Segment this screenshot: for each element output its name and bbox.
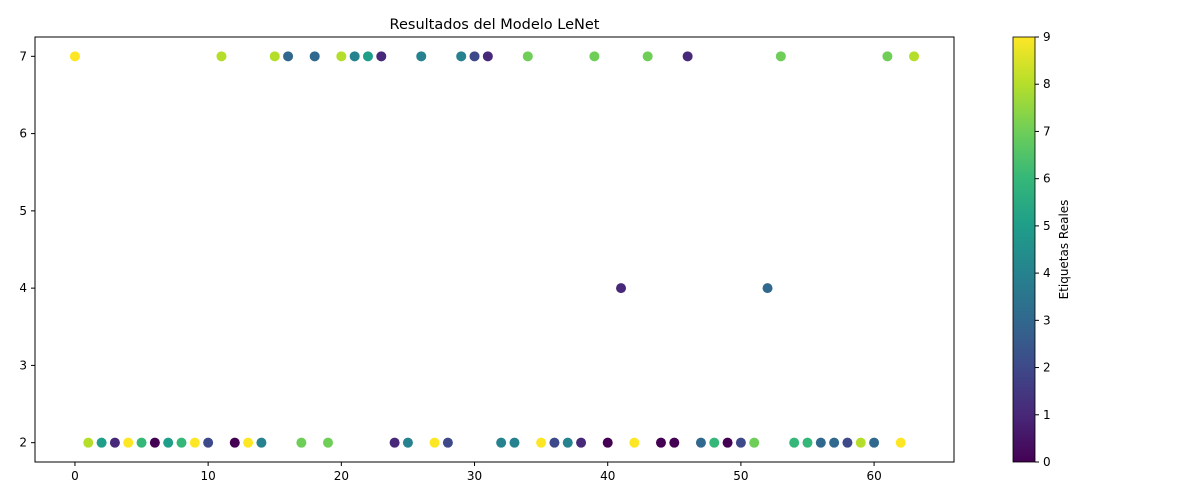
data-point — [669, 437, 680, 448]
colorbar-tick-label: 6 — [1043, 172, 1051, 186]
x-tick-label: 10 — [201, 469, 216, 483]
data-point — [323, 437, 334, 448]
colorbar-tick-label: 3 — [1043, 313, 1051, 327]
y-tick-label: 6 — [19, 127, 27, 141]
data-point — [602, 437, 613, 448]
data-point — [389, 437, 400, 448]
data-point — [349, 51, 360, 62]
data-point — [442, 437, 453, 448]
data-point — [189, 437, 200, 448]
chart-title: Resultados del Modelo LeNet — [390, 17, 600, 33]
data-point — [229, 437, 240, 448]
data-point — [895, 437, 906, 448]
data-point — [163, 437, 174, 448]
data-point — [749, 437, 760, 448]
data-point — [136, 437, 147, 448]
data-point — [69, 51, 80, 62]
data-point — [789, 437, 800, 448]
x-tick-label: 40 — [600, 469, 615, 483]
colorbar — [1012, 36, 1036, 463]
y-tick-label: 2 — [19, 436, 27, 450]
data-point — [402, 437, 413, 448]
x-tick-label: 20 — [334, 469, 349, 483]
data-point — [362, 51, 373, 62]
data-point — [909, 51, 920, 62]
data-point — [802, 437, 813, 448]
x-tick-label: 50 — [733, 469, 748, 483]
data-point — [855, 437, 866, 448]
colorbar-tick-label: 9 — [1043, 30, 1051, 44]
y-tick-label: 5 — [19, 204, 27, 218]
x-tick-label: 30 — [467, 469, 482, 483]
data-point — [376, 51, 387, 62]
colorbar-tick-label: 8 — [1043, 77, 1051, 91]
data-point — [589, 51, 600, 62]
data-point — [536, 437, 547, 448]
data-point — [775, 51, 786, 62]
data-point — [149, 437, 160, 448]
data-point — [655, 437, 666, 448]
colorbar-tick-label: 0 — [1043, 455, 1051, 469]
data-point — [496, 437, 507, 448]
colorbar-tick-label: 7 — [1043, 124, 1051, 138]
data-point — [416, 51, 427, 62]
data-point — [549, 437, 560, 448]
colorbar-axis: 0 1 2 3 4 5 6 7 8 9 — [1035, 30, 1051, 469]
data-point — [509, 437, 520, 448]
data-point — [176, 437, 187, 448]
colorbar-tick-label: 5 — [1043, 219, 1051, 233]
data-point — [256, 437, 267, 448]
data-point — [869, 437, 880, 448]
data-point — [456, 51, 467, 62]
data-point — [469, 51, 480, 62]
colorbar-label: Etiquetas Reales — [1057, 200, 1071, 300]
x-axis: 0 10 20 30 40 50 60 — [71, 462, 882, 483]
colorbar-tick-label: 4 — [1043, 266, 1051, 280]
data-point — [616, 283, 627, 294]
data-point — [815, 437, 826, 448]
data-point — [882, 51, 893, 62]
data-point — [709, 437, 720, 448]
x-tick-label: 60 — [866, 469, 881, 483]
data-point — [695, 437, 706, 448]
data-point — [522, 51, 533, 62]
colorbar-tick-label: 1 — [1043, 408, 1051, 422]
data-point — [576, 437, 587, 448]
data-point — [96, 437, 107, 448]
data-point — [309, 51, 320, 62]
data-point — [722, 437, 733, 448]
y-axis: 2 3 4 5 6 7 — [19, 49, 35, 450]
y-tick-label: 3 — [19, 358, 27, 372]
data-point — [216, 51, 227, 62]
data-point — [109, 437, 120, 448]
scatter-points — [69, 51, 920, 448]
x-tick-label: 0 — [71, 469, 79, 483]
data-point — [336, 51, 347, 62]
data-point — [283, 51, 294, 62]
data-point — [629, 437, 640, 448]
data-point — [735, 437, 746, 448]
y-tick-label: 4 — [19, 281, 27, 295]
colorbar-tick-label: 2 — [1043, 361, 1051, 375]
data-point — [642, 51, 653, 62]
data-point — [83, 437, 94, 448]
data-point — [203, 437, 214, 448]
data-point — [243, 437, 254, 448]
data-point — [296, 437, 307, 448]
data-point — [269, 51, 280, 62]
plot-area — [34, 36, 955, 463]
data-point — [562, 437, 573, 448]
data-point — [682, 51, 693, 62]
y-tick-label: 7 — [19, 49, 27, 63]
data-point — [429, 437, 440, 448]
data-point — [123, 437, 134, 448]
data-point — [842, 437, 853, 448]
data-point — [482, 51, 493, 62]
data-point — [762, 283, 773, 294]
data-point — [829, 437, 840, 448]
